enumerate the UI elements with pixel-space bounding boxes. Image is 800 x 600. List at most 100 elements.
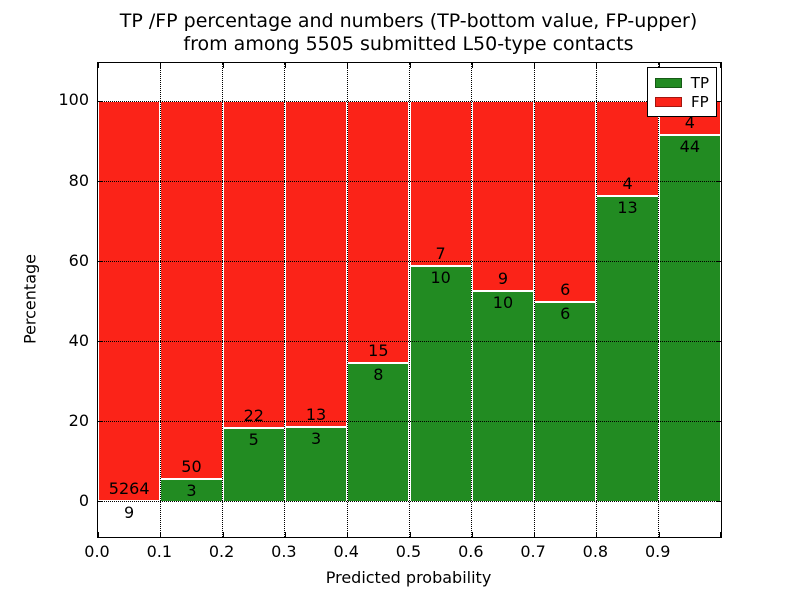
vertical-gridline <box>222 63 224 537</box>
y-tick-mark <box>98 341 103 343</box>
vertical-gridline <box>346 63 348 537</box>
horizontal-gridline <box>98 261 721 263</box>
x-tick-mark <box>409 63 411 68</box>
y-axis-label: Percentage <box>20 253 40 345</box>
tp-legend-swatch-icon <box>655 77 682 88</box>
fp-count-label: 6 <box>560 279 571 299</box>
legend-entry-tp: TP <box>655 73 709 92</box>
legend-entry-fp: FP <box>655 92 709 111</box>
x-tick-mark <box>160 532 162 537</box>
tp-count-label: 3 <box>310 428 322 448</box>
x-tick-label: 0.0 <box>84 542 110 561</box>
tp-bar-segment <box>347 362 410 502</box>
chart-title: TP /FP percentage and numbers (TP-bottom… <box>97 10 720 56</box>
vertical-gridline <box>658 63 660 537</box>
y-tick-mark <box>98 100 103 102</box>
x-tick-label: 0.7 <box>520 542 546 561</box>
tp-legend-label: TP <box>690 73 709 92</box>
legend: TP FP <box>647 67 717 117</box>
y-tick-label: 100 <box>58 90 89 110</box>
tp-bar-segment <box>409 266 472 502</box>
y-tick-mark <box>98 261 103 263</box>
x-tick-mark <box>658 532 660 537</box>
horizontal-gridline <box>98 100 721 102</box>
tp-count-label: 5 <box>248 429 259 449</box>
vertical-gridline <box>533 63 535 537</box>
y-tick-label: 60 <box>68 250 89 270</box>
x-tick-mark <box>471 63 473 68</box>
x-tick-mark <box>347 63 349 68</box>
x-tick-mark <box>409 532 411 537</box>
x-tick-label: 0.3 <box>271 542 297 561</box>
tp-count-label: 6 <box>560 303 571 323</box>
tp-bar-segment <box>222 427 285 502</box>
vertical-gridline <box>409 63 410 537</box>
tp-bar-segment <box>534 301 597 502</box>
y-tick-mark <box>98 181 103 182</box>
tp-count-label: 13 <box>617 197 638 217</box>
fp-count-label: 7 <box>435 244 446 264</box>
x-tick-mark <box>720 63 721 68</box>
y-tick-label: 40 <box>68 330 89 350</box>
chart-title-line1: TP /FP percentage and numbers (TP-bottom… <box>119 10 698 32</box>
fp-count-label: 4 <box>684 112 695 132</box>
tp-count-label: 3 <box>186 481 197 501</box>
fp-count-label: 9 <box>497 269 509 289</box>
x-tick-mark <box>347 532 349 537</box>
horizontal-gridline <box>98 181 721 182</box>
tp-count-label: 10 <box>430 268 451 288</box>
fp-bar-segment <box>347 101 410 363</box>
x-tick-label: 0.9 <box>644 542 671 561</box>
x-tick-mark <box>222 532 224 537</box>
tp-count-label: 9 <box>124 503 135 523</box>
fp-bar-segment <box>222 101 285 428</box>
x-tick-mark <box>596 63 598 68</box>
fp-count-label: 50 <box>181 457 202 477</box>
fp-bar-segment <box>160 101 223 480</box>
tp-bar-segment <box>471 291 535 502</box>
x-tick-mark <box>160 63 162 68</box>
fp-bar-segment <box>98 101 161 502</box>
x-tick-mark <box>534 63 536 68</box>
x-tick-label: 0.4 <box>333 542 359 561</box>
x-tick-mark <box>471 532 473 537</box>
y-tick-mark <box>98 501 103 503</box>
tp-bar-segment <box>596 195 659 502</box>
x-tick-mark <box>658 63 660 68</box>
y-tick-mark <box>716 261 721 263</box>
x-tick-label: 0.6 <box>458 542 484 561</box>
tp-count-label: 44 <box>679 136 701 156</box>
y-tick-mark <box>716 421 721 423</box>
fp-bar-segment <box>409 101 472 267</box>
x-tick-mark <box>98 532 99 537</box>
fp-count-label: 4 <box>622 173 633 193</box>
tp-count-label: 10 <box>492 293 514 313</box>
fp-count-label: 13 <box>305 404 327 424</box>
fp-legend-label: FP <box>691 92 709 111</box>
y-tick-label: 20 <box>68 410 89 430</box>
y-tick-mark <box>716 181 721 182</box>
fp-bar-segment <box>471 101 535 292</box>
y-tick-mark <box>716 501 721 503</box>
x-tick-mark <box>222 63 224 68</box>
vertical-gridline <box>284 63 286 537</box>
fp-bar-segment <box>534 101 597 302</box>
x-tick-mark <box>534 532 536 537</box>
horizontal-gridline <box>98 501 721 503</box>
x-tick-label: 0.8 <box>582 542 609 561</box>
x-tick-label: 0.2 <box>208 542 235 561</box>
x-tick-mark <box>284 532 286 537</box>
x-tick-mark <box>596 532 598 537</box>
horizontal-gridline <box>98 341 721 343</box>
y-tick-label: 80 <box>68 170 89 190</box>
vertical-gridline <box>595 63 597 537</box>
y-tick-mark <box>716 100 721 102</box>
vertical-gridline <box>159 63 161 537</box>
fp-count-label: 15 <box>368 340 389 360</box>
x-tick-mark <box>284 63 286 68</box>
x-tick-mark <box>98 63 99 68</box>
fp-count-label: 5264 <box>108 479 150 499</box>
fp-bar-segment <box>596 101 659 196</box>
x-tick-label: 0.1 <box>146 542 173 561</box>
